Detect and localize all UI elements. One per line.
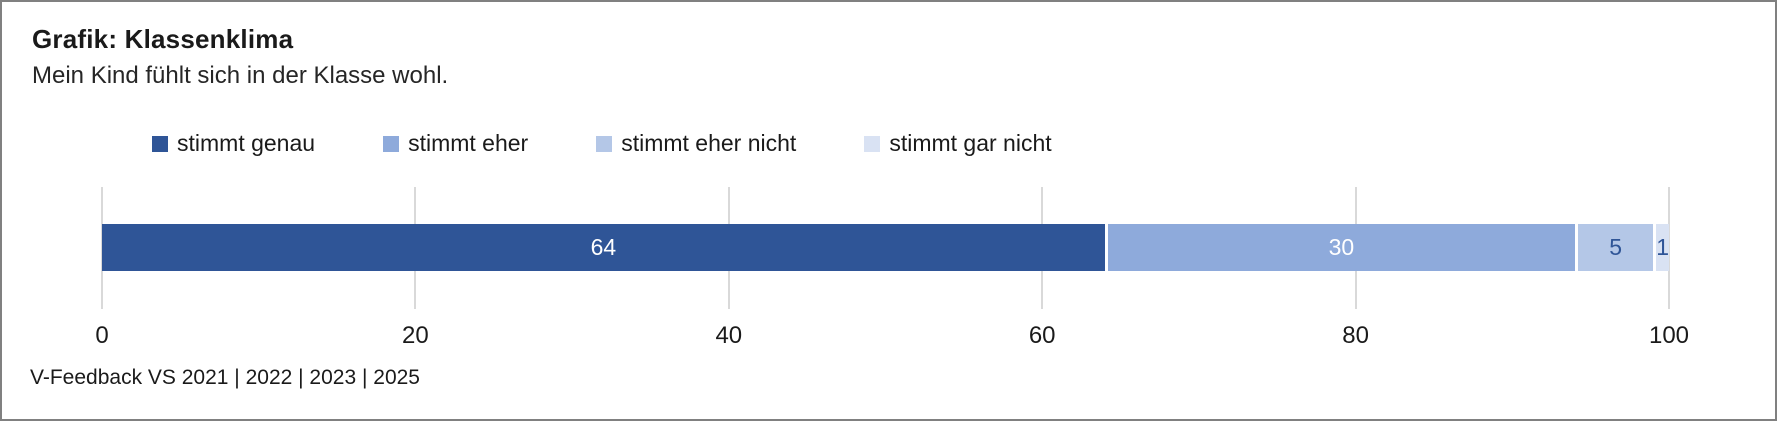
- legend-label: stimmt gar nicht: [889, 130, 1052, 156]
- stacked-bar: 64 30 5 1: [102, 224, 1669, 271]
- legend-swatch-icon: [383, 135, 400, 152]
- legend-item-stimmt-eher: stimmt eher: [383, 130, 528, 157]
- plot-area: 64 30 5 1: [101, 187, 1670, 309]
- x-tick-label-60: 60: [1028, 322, 1056, 349]
- legend-label: stimmt eher: [408, 130, 529, 156]
- x-tick-label-40: 40: [715, 322, 743, 349]
- bar-segment-stimmt-gar-nicht: 1: [1653, 224, 1669, 271]
- legend-label: stimmt eher nicht: [621, 130, 797, 156]
- legend-swatch-icon: [152, 135, 168, 152]
- x-tick-label-0: 0: [95, 322, 109, 349]
- legend-swatch-icon: [596, 135, 613, 152]
- x-tick-label-20: 20: [402, 322, 429, 349]
- bar-segment-stimmt-genau: 64: [102, 224, 1105, 271]
- legend-label: stimmt genau: [177, 130, 316, 156]
- legend-swatch-icon: [864, 135, 881, 152]
- x-axis: 0 20 40 60 80 100: [95, 322, 1689, 352]
- x-tick-label-80: 80: [1342, 322, 1369, 349]
- x-tick-label-100: 100: [1648, 322, 1690, 349]
- legend-item-stimmt-gar-nicht: stimmt gar nicht: [864, 130, 1052, 157]
- bar-segment-stimmt-eher-nicht: 5: [1574, 224, 1654, 271]
- bar-segment-stimmt-eher: 30: [1104, 224, 1575, 271]
- gridline-100: [1668, 187, 1670, 309]
- chart-subtitle: Mein Kind fühlt sich in der Klasse wohl.: [32, 62, 449, 89]
- legend: stimmt genau stimmt eher stimmt eher nicht…: [152, 130, 1052, 157]
- legend-item-stimmt-genau: stimmt genau: [152, 130, 315, 157]
- chart-footer: V-Feedback VS 2021 | 2022 | 2023 | 2025: [30, 366, 420, 389]
- legend-item-stimmt-eher-nicht: stimmt eher nicht: [596, 130, 796, 157]
- chart-title: Grafik: Klassenklima: [32, 24, 294, 54]
